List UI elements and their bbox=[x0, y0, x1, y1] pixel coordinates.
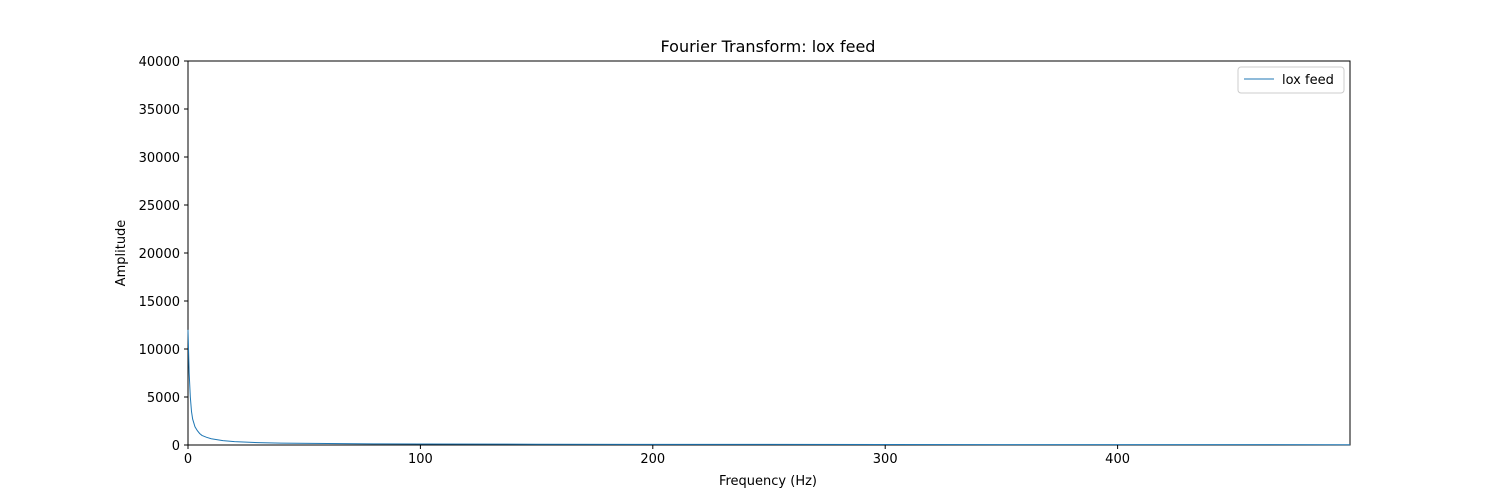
legend-label-lox-feed: lox feed bbox=[1282, 73, 1334, 88]
series-line-lox-feed bbox=[187, 329, 1351, 446]
x-tick-label: 400 bbox=[1105, 452, 1130, 467]
legend: lox feed bbox=[1237, 66, 1345, 94]
x-tick-label: 0 bbox=[184, 452, 192, 467]
series-layer bbox=[187, 329, 1351, 446]
y-tick-label: 25000 bbox=[139, 199, 180, 214]
x-axis-label: Frequency (Hz) bbox=[719, 474, 817, 489]
y-tick-label: 20000 bbox=[139, 247, 180, 262]
legend-box bbox=[1237, 66, 1345, 94]
y-tick-label: 30000 bbox=[139, 151, 180, 166]
y-tick-label: 35000 bbox=[139, 103, 180, 118]
x-axis: 0 100 200 300 400 bbox=[184, 445, 1130, 467]
plot-area bbox=[187, 60, 1351, 446]
y-tick-label: 5000 bbox=[147, 391, 180, 406]
y-axis-label: Amplitude bbox=[114, 220, 129, 287]
x-tick-label: 200 bbox=[640, 452, 665, 467]
y-tick-label: 40000 bbox=[139, 55, 180, 70]
chart-title: Fourier Transform: lox feed bbox=[661, 37, 876, 56]
x-tick-label: 100 bbox=[408, 452, 433, 467]
plot-frame bbox=[187, 60, 1351, 446]
y-tick-label: 0 bbox=[172, 439, 180, 454]
y-axis: 0 5000 10000 15000 20000 25000 30000 35000 40000 bbox=[139, 55, 188, 454]
y-tick-label: 10000 bbox=[139, 343, 180, 358]
y-tick-label: 15000 bbox=[139, 295, 180, 310]
x-tick-label: 300 bbox=[873, 452, 898, 467]
